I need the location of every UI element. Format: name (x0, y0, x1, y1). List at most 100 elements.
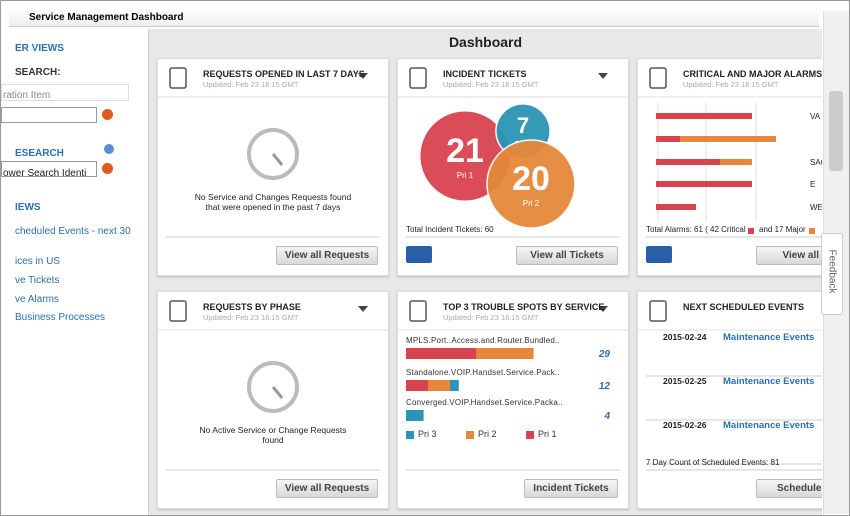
scroll-thumb[interactable] (829, 91, 843, 171)
alarm-bar (656, 113, 752, 119)
trouble-bar (428, 380, 450, 391)
button[interactable]: View all Al (756, 246, 822, 265)
button[interactable]: View all Tickets (516, 246, 618, 265)
card-title: CRITICAL AND MAJOR ALARMS (683, 69, 822, 79)
service-name: Standalone.VOIP.Handset.Service.Pack.. (406, 368, 560, 377)
card-title: REQUESTS BY PHASE (203, 302, 301, 312)
bubble-circle (486, 139, 576, 229)
event-date: 2015-02-25 (663, 376, 707, 386)
sidebar-item: ESEARCH (15, 148, 64, 159)
help-icon[interactable] (104, 144, 114, 154)
event-date: 2015-02-26 (663, 420, 707, 430)
card: VA SACRA E WEST CRITICAL AND MAJOR ALARMSUpd… (637, 58, 822, 276)
button[interactable]: View all Requests (276, 479, 378, 498)
sidebar-item: ration Item (3, 90, 51, 101)
button[interactable]: Incident Tickets (524, 479, 618, 498)
alarm-bar (656, 136, 680, 142)
button[interactable]: Scheduled E (756, 479, 822, 498)
legend-label: Pri 3 (418, 429, 437, 439)
card-footer: and 17 Major (759, 225, 806, 234)
text-input[interactable] (1, 161, 97, 177)
empty-message: No Service and Changes Requests found th… (194, 192, 352, 212)
card: REQUESTS BY PHASE Updated: Feb 23 18:15 G… (157, 291, 389, 509)
bubble-value: 7 (517, 113, 529, 138)
ticket-total[interactable]: 12 (598, 381, 610, 392)
card-graphics (638, 300, 822, 471)
alarm-category: SACRA (810, 158, 822, 167)
text-input[interactable] (1, 107, 97, 123)
sidebar-item: IEWS (15, 202, 41, 213)
card-updated: Updated: Feb 23 18:15 GMT (443, 313, 539, 322)
event-link[interactable]: Maintenance Events (723, 376, 815, 387)
dropdown-arrow (358, 73, 368, 79)
card-icon (409, 67, 427, 89)
feedback-label[interactable]: Feedback (826, 249, 838, 294)
ticket-total[interactable]: 4 (604, 411, 610, 422)
legend-swatch (748, 228, 754, 234)
feedback-tab[interactable]: Feedback (821, 233, 843, 315)
alarm-category: VA (810, 112, 821, 121)
gauge-needle (271, 153, 284, 166)
legend-label: Pri 2 (478, 429, 497, 439)
button[interactable]: View all Requests (276, 246, 378, 265)
card-graphics (398, 300, 628, 471)
alarm-bar (656, 159, 720, 165)
trouble-bar (476, 348, 534, 359)
card-icon (169, 300, 187, 322)
card-graphics (158, 300, 388, 471)
select-box[interactable] (1, 84, 129, 101)
alarm-bar (720, 159, 752, 165)
service-name: Converged.VOIP.Handset.Service.Packa.. (406, 398, 563, 407)
bubble-value: 21 (446, 132, 484, 170)
card-graphics (158, 67, 388, 238)
card-icon (649, 300, 667, 322)
alert-button[interactable] (646, 246, 672, 263)
card-footer: 7 Day Count of Scheduled Events: 81 (646, 458, 780, 467)
card-title: INCIDENT TICKETS (443, 69, 527, 79)
alarm-bar (680, 136, 776, 142)
alarm-category: E (810, 180, 815, 189)
card-updated: Updated: Feb 23 18:15 GMT (203, 313, 299, 322)
legend-swatch (406, 431, 414, 439)
card-title: TOP 3 TROUBLE SPOTS BY SERVICE (443, 302, 605, 312)
card-footer: Total Alarms: 61 ( 42 Critical (646, 225, 746, 234)
dropdown-arrow (358, 306, 368, 312)
alarm-category: WEST (810, 203, 822, 212)
legend-swatch (809, 228, 815, 234)
bubble-label: Pri 1 (457, 171, 474, 180)
card: REQUESTS OPENED IN LAST 7 DAYS Updated: F… (157, 58, 389, 276)
event-link[interactable]: Maintenance Events (723, 420, 815, 431)
bubble-value: 20 (512, 160, 550, 198)
dropdown-arrow (598, 306, 608, 312)
card-updated: Updated: Feb 23 18:15 GMT (203, 80, 299, 89)
legend-label: Pri 1 (538, 429, 557, 439)
alarm-bar (656, 181, 752, 187)
card-updated: Updated: Feb 23 18:15 GMT (683, 80, 779, 89)
go-button[interactable] (102, 109, 113, 120)
event-link[interactable]: Maintenance Events (723, 332, 815, 343)
sidebar-item[interactable]: ices in US (15, 256, 61, 267)
sidebar-item[interactable]: Business Processes (15, 312, 106, 323)
event-date: 2015-02-24 (663, 332, 707, 342)
sidebar-item[interactable]: ve Tickets (15, 275, 60, 286)
go-button[interactable] (102, 163, 113, 174)
window-title: Service Management Dashboard (9, 9, 819, 27)
trouble-bar (406, 410, 424, 421)
sidebar-item[interactable]: ve Alarms (15, 294, 59, 305)
dropdown-arrow (598, 73, 608, 79)
alert-button[interactable] (406, 246, 432, 263)
card-title: NEXT SCHEDULED EVENTS (683, 302, 805, 312)
service-name: MPLS.Port..Access.and.Router.Bundled.. (406, 336, 560, 345)
trouble-bar (450, 380, 459, 391)
sidebar-item: ower Search Identi (3, 168, 87, 179)
sidebar-item[interactable]: cheduled Events - next 30 (15, 226, 131, 237)
card: TOP 3 TROUBLE SPOTS BY SERVICE Updated: F… (397, 291, 629, 509)
ticket-total[interactable]: 29 (598, 349, 610, 360)
card-updated: Updated: Feb 23 18:15 GMT (443, 80, 539, 89)
card-icon (409, 300, 427, 322)
legend-swatch (466, 431, 474, 439)
